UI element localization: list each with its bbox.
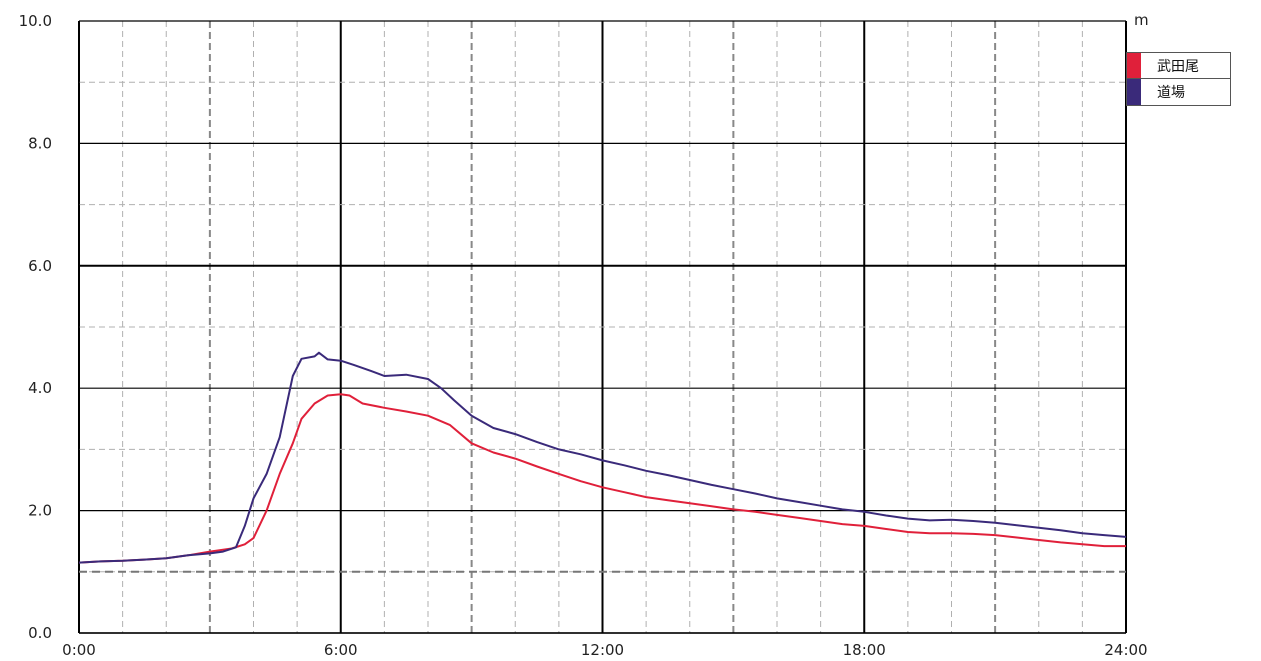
x-tick-label: 12:00 [581, 641, 624, 659]
y-tick-label: 0.0 [28, 624, 52, 642]
series-line-2 [78, 351, 1127, 564]
y-tick-label: 8.0 [28, 134, 52, 152]
legend-item: 武田尾 [1127, 53, 1230, 79]
legend-swatch [1127, 79, 1141, 105]
y-unit-label: m [1134, 11, 1149, 29]
x-axis-ticks: 0:00 6:00 12:00 18:00 24:00 [62, 641, 1147, 659]
y-tick-label: 4.0 [28, 379, 52, 397]
x-tick-label: 0:00 [62, 641, 96, 659]
legend-swatch [1127, 53, 1141, 78]
legend-label: 武田尾 [1157, 58, 1199, 75]
grid [78, 20, 1127, 634]
y-tick-label: 10.0 [19, 12, 52, 30]
legend-label: 道場 [1157, 85, 1185, 101]
x-tick-label: 24:00 [1104, 641, 1147, 659]
y-tick-label: 2.0 [28, 502, 52, 520]
legend-item: 道場 [1127, 79, 1230, 105]
y-tick-label: 6.0 [28, 257, 52, 275]
x-tick-label: 6:00 [324, 641, 358, 659]
series-line-1 [78, 393, 1126, 564]
series-lines [78, 351, 1127, 564]
legend: 武田尾 道場 [1126, 52, 1231, 106]
y-axis-ticks: 0.0 2.0 4.0 6.0 8.0 10.0 [19, 12, 52, 642]
x-tick-label: 18:00 [843, 641, 886, 659]
